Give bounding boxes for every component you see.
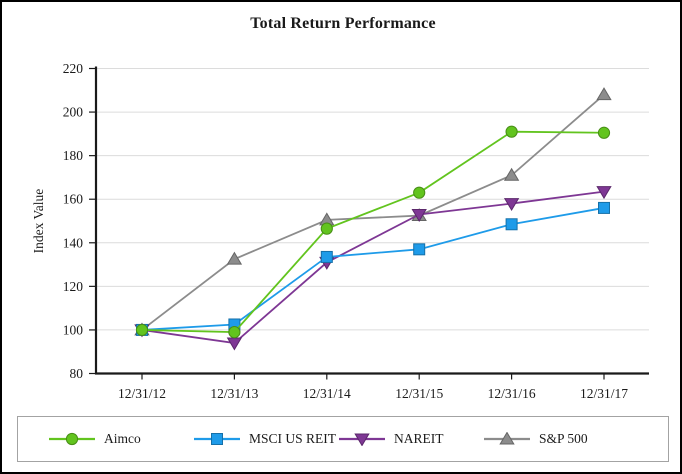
series-line-nareit bbox=[141, 190, 605, 344]
msci-us-reit-marker-icon bbox=[194, 433, 240, 445]
legend-item-aimco: Aimco bbox=[49, 431, 194, 447]
marker-aimco bbox=[320, 222, 333, 235]
x-tick-label: 12/31/14 bbox=[303, 386, 351, 401]
x-tick-label: 12/31/17 bbox=[580, 386, 628, 401]
legend-label: NAREIT bbox=[394, 431, 444, 446]
legend-item-msci-us-reit: MSCI US REIT bbox=[194, 431, 339, 447]
series-line-msci-us-reit bbox=[141, 207, 605, 331]
legend-marker bbox=[211, 433, 223, 445]
legend-item-nareit: NAREIT bbox=[339, 431, 484, 447]
series-line-aimco bbox=[141, 130, 605, 334]
y-tick-label: 220 bbox=[63, 61, 84, 76]
marker-nareit bbox=[503, 198, 520, 212]
chart-title: Total Return Performance bbox=[250, 15, 436, 32]
aimco-marker-icon bbox=[49, 432, 95, 446]
marker-s-p-500 bbox=[503, 167, 520, 181]
y-tick-label: 120 bbox=[63, 279, 84, 294]
y-tick-label: 180 bbox=[63, 148, 84, 163]
chart-canvas: 80 100 120 140 160 180 200 220 12/31/12 12/31/13 1… bbox=[63, 61, 649, 401]
x-tick-label: 12/31/12 bbox=[118, 386, 166, 401]
legend-label: Aimco bbox=[104, 431, 141, 446]
marker-msci-us-reit bbox=[413, 243, 426, 256]
marker-aimco bbox=[597, 126, 611, 139]
marker-s-p-500 bbox=[596, 87, 612, 101]
marker-msci-us-reit bbox=[505, 218, 518, 231]
sp500-marker-icon bbox=[484, 432, 530, 445]
y-tick-label: 200 bbox=[63, 105, 84, 120]
marker-s-p-500 bbox=[226, 251, 243, 265]
x-tick-label: 12/31/16 bbox=[488, 386, 536, 401]
marker-aimco bbox=[505, 125, 518, 138]
y-tick-label: 80 bbox=[70, 366, 84, 381]
legend-marker bbox=[499, 432, 515, 445]
y-tick-label: 140 bbox=[63, 235, 84, 250]
x-tick-label: 12/31/13 bbox=[210, 386, 258, 401]
y-tick-label: 100 bbox=[63, 322, 84, 337]
legend-marker bbox=[354, 433, 370, 446]
marker-nareit bbox=[226, 337, 243, 351]
series-line-s-p-500 bbox=[141, 93, 605, 331]
marker-nareit bbox=[596, 186, 612, 200]
marker-msci-us-reit bbox=[320, 250, 333, 263]
marker-aimco bbox=[228, 326, 241, 339]
y-tick-label: 160 bbox=[63, 192, 84, 207]
legend-label: MSCI US REIT bbox=[249, 431, 337, 446]
legend-item-sp500: S&P 500 bbox=[484, 431, 629, 447]
legend: Aimco MSCI US REIT NAREIT S&P 500 bbox=[17, 416, 669, 462]
legend-label: S&P 500 bbox=[539, 431, 588, 446]
marker-aimco bbox=[135, 323, 149, 337]
legend-marker bbox=[65, 432, 79, 446]
marker-aimco bbox=[413, 186, 426, 199]
marker-msci-us-reit bbox=[598, 201, 610, 214]
marker-nareit bbox=[411, 208, 427, 222]
nareit-marker-icon bbox=[339, 433, 385, 446]
x-tick-label: 12/31/15 bbox=[395, 386, 443, 401]
